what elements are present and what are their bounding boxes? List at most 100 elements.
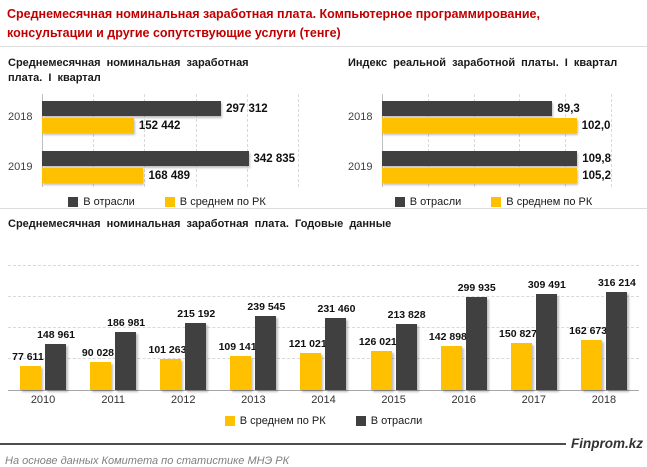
- x-axis-label-2011: 2011: [101, 394, 125, 407]
- bar-rk-average-2018: [382, 118, 577, 133]
- plot-grid: [382, 93, 612, 187]
- y-axis-label-2019: 2019: [8, 161, 33, 173]
- bar-industry-2010: [45, 344, 67, 391]
- quarterly-salary-chart: 2018 297 312 152 442 2019 342 835 168 489 В от…: [8, 93, 326, 208]
- gridline: [565, 93, 567, 187]
- x-axis-label-2017: 2017: [521, 394, 547, 407]
- page-title-line1: Среднемесячная номинальная заработная пл…: [7, 7, 540, 21]
- legend-swatch-rk-average: [491, 196, 502, 207]
- page-title: Среднемесячная номинальная заработная пл…: [0, 0, 647, 46]
- gridline: [8, 358, 639, 360]
- footer-rule-row: Finprom.kz: [0, 436, 647, 451]
- bar-line: 105,2: [382, 168, 611, 184]
- gridline: [298, 93, 299, 187]
- h-bar-plot: 2018 297 312 152 442 2019 342 835 168 489: [8, 93, 326, 187]
- source-note: На основе данных Комитета по статистике …: [5, 455, 290, 467]
- bar-line: 168 489: [42, 168, 298, 184]
- legend-item-rk-average: В среднем по РК: [224, 415, 326, 428]
- legend-swatch-industry: [355, 416, 366, 427]
- year-group-2018: 162 673 316 214: [569, 256, 639, 391]
- top-panels-row: Среднемесячная номинальная заработная пл…: [0, 47, 647, 208]
- bar-industry-2019: [382, 151, 578, 166]
- value-label-rk-average-2019: 105,2: [582, 169, 611, 182]
- value-label-industry-2017: 309 491: [527, 279, 566, 291]
- year-group-2011: 90 028 186 981: [78, 256, 148, 391]
- page-title-line2: консультации и другие сопутствующие услу…: [7, 25, 341, 40]
- year-group-2016: 142 898 299 935: [429, 256, 499, 391]
- bar-rk-average-2013: [230, 356, 252, 391]
- legend-item-rk-average: В среднем по РК: [491, 196, 592, 208]
- value-label-industry-2010: 148 961: [37, 329, 76, 342]
- bar-rk-average-2017: [510, 343, 532, 391]
- legend-item-rk-average: В среднем по РК: [164, 195, 266, 208]
- legend: В отрасли В среднем по РК: [348, 196, 639, 208]
- value-label-rk-average-2012: 101 263: [148, 343, 187, 356]
- legend-swatch-industry: [68, 196, 79, 207]
- bar-rk-average-2014: [300, 352, 322, 391]
- bar-industry-2014: [325, 318, 347, 391]
- y-axis-label-2018: 2018: [8, 111, 33, 123]
- value-label-industry-2018: 297 312: [226, 102, 268, 115]
- gridline: [8, 295, 639, 297]
- value-label-industry-2019: 109,8: [582, 152, 611, 165]
- legend-label-rk-average: В среднем по РК: [506, 195, 593, 208]
- annual-salary-panel: Среднемесячная номинальная заработная пл…: [0, 209, 647, 427]
- bar-rk-average-2015: [370, 351, 392, 391]
- x-axis-labels: 2010 2011 2012 2013 2014 2015 2016 2017 2018: [8, 394, 639, 406]
- gridline: [93, 93, 95, 187]
- x-axis-label-2014: 2014: [311, 394, 336, 407]
- year-group-2015: 126 021 213 828: [359, 256, 429, 391]
- bar-group-2019: 342 835 168 489: [42, 150, 298, 185]
- bar-rk-average-2018: [580, 339, 602, 391]
- value-label-rk-average-2018: 162 673: [569, 324, 608, 337]
- legend: В среднем по РК В отрасли: [8, 415, 639, 427]
- gridline: [42, 93, 43, 187]
- bar-industry-2011: [115, 332, 137, 391]
- legend-item-industry: В отрасли: [394, 195, 462, 208]
- year-group-2014: 121 021 231 460: [288, 256, 358, 391]
- value-label-rk-average-2018: 152 442: [138, 119, 181, 132]
- gridline: [473, 93, 475, 187]
- chart-row-2019: 2019 342 835 168 489: [8, 150, 326, 185]
- annual-salary-title: Среднемесячная номинальная заработная пл…: [8, 217, 392, 230]
- y-axis-label-2019: 2019: [348, 161, 373, 173]
- value-label-rk-average-2017: 150 827: [499, 328, 537, 341]
- x-axis-label-2016: 2016: [451, 394, 476, 407]
- legend-label-rk-average: В среднем по РК: [239, 415, 326, 428]
- bar-line: 89,3: [382, 101, 611, 117]
- chart-row-2018: 2018 89,3 102,0: [348, 100, 639, 135]
- legend-label-industry: В отрасли: [409, 195, 462, 208]
- real-wage-index-title: Индекс реальной заработной платы. I квар…: [348, 56, 618, 69]
- bar-industry-2017: [535, 294, 557, 391]
- annual-salary-chart: 77 611 148 961 90 028 186 981 101 263 215 192…: [8, 256, 639, 427]
- bar-line: 109,8: [382, 151, 611, 167]
- value-label-rk-average-2019: 168 489: [148, 169, 191, 182]
- x-axis-label-2018: 2018: [591, 394, 617, 407]
- v-bar-plot: 77 611 148 961 90 028 186 981 101 263 215 192…: [8, 256, 639, 392]
- gridline: [8, 327, 639, 329]
- value-label-industry-2018: 316 214: [597, 276, 636, 289]
- gridline: [382, 93, 383, 187]
- bar-group-2018: 89,3 102,0: [382, 100, 611, 135]
- bar-rk-average-2010: [20, 366, 42, 391]
- gridline: [427, 93, 429, 187]
- brand-logo: Finprom.kz: [570, 436, 643, 452]
- gridline: [8, 264, 639, 266]
- value-label-industry-2019: 342 835: [253, 152, 296, 165]
- bar-rk-average-2019: [42, 168, 144, 183]
- legend-label-rk-average: В среднем по РК: [179, 195, 266, 208]
- gridline: [519, 93, 521, 187]
- year-group-2010: 77 611 148 961: [8, 256, 78, 391]
- bar-line: 102,0: [382, 118, 611, 134]
- value-label-rk-average-2013: 109 141: [218, 341, 257, 354]
- value-label-rk-average-2014: 121 021: [288, 337, 327, 350]
- bar-line: 152 442: [42, 118, 298, 134]
- legend-item-industry: В отрасли: [355, 415, 422, 427]
- bar-industry-2019: [42, 151, 249, 166]
- value-label-industry-2015: 213 828: [387, 308, 426, 321]
- bar-industry-2018: [605, 291, 627, 391]
- value-label-rk-average-2018: 102,0: [581, 119, 611, 132]
- legend-item-industry: В отрасли: [68, 196, 135, 208]
- year-group-2013: 109 141 239 545: [218, 256, 288, 391]
- chart-row-2019: 2019 109,8 105,2: [348, 150, 639, 185]
